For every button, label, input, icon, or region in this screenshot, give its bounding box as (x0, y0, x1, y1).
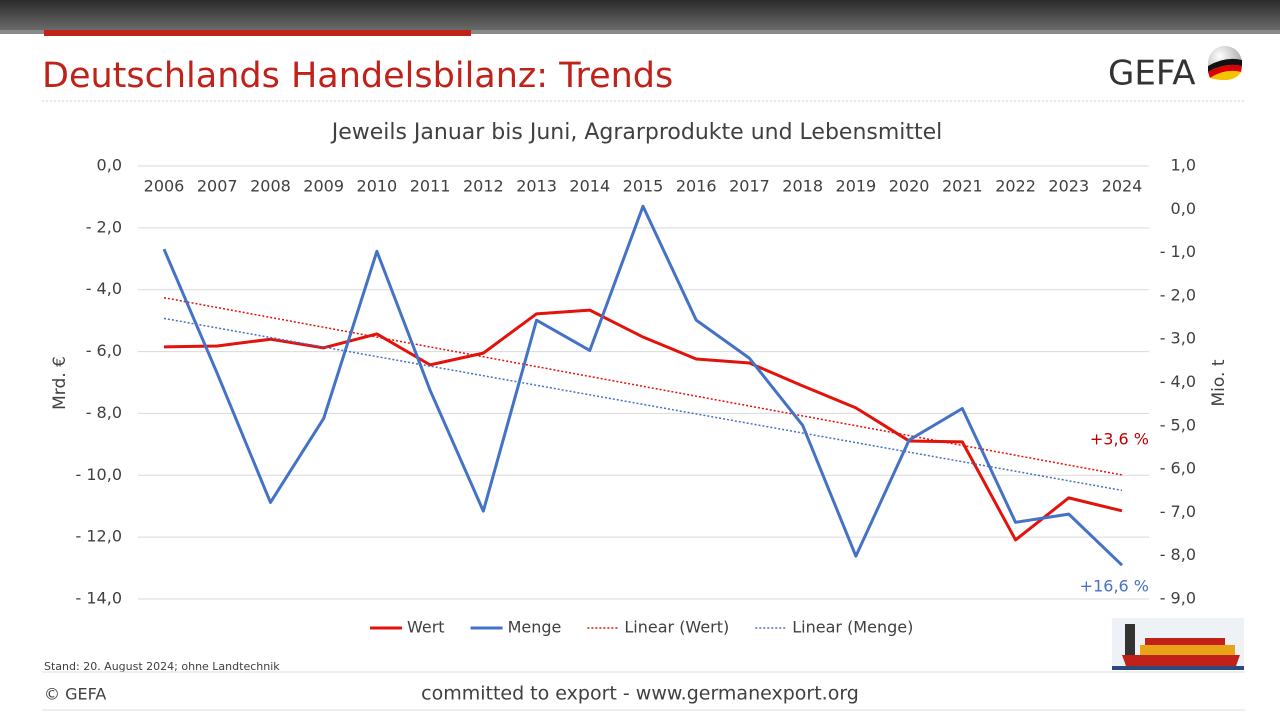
x-tick-label: 2016 (676, 177, 717, 196)
y-tick-label: - 6,0 (86, 341, 122, 360)
y2-tick-label: - 5,0 (1160, 415, 1196, 434)
y2-tick-label: 1,0 (1171, 156, 1196, 175)
y-tick-label: - 4,0 (86, 279, 122, 298)
x-tick-label: 2017 (729, 177, 770, 196)
legend-label: Linear (Wert) (624, 618, 729, 637)
x-tick-label: 2020 (889, 177, 930, 196)
trendline (163, 317, 1123, 492)
x-tick-label: 2012 (463, 177, 504, 196)
y2-tick-label: - 6,0 (1160, 459, 1196, 478)
y-tick-label: - 8,0 (86, 403, 122, 422)
x-tick-label: 2008 (250, 177, 291, 196)
top-bar (0, 0, 1280, 30)
y2-tick-label: - 1,0 (1160, 242, 1196, 261)
x-tick-label: 2013 (516, 177, 557, 196)
y-tick-label: 0,0 (97, 156, 122, 175)
y2-tick-label: - 8,0 (1160, 545, 1196, 564)
ship-icon (1112, 618, 1244, 670)
y2-tick-label: - 2,0 (1160, 285, 1196, 304)
accent-bar (44, 30, 471, 36)
y2-tick-label: - 4,0 (1160, 372, 1196, 391)
legend-label: Linear (Menge) (792, 618, 913, 637)
slide-title: Deutschlands Handelsbilanz: Trends (42, 56, 673, 96)
trendline (163, 296, 1123, 476)
y2-tick-label: 0,0 (1171, 199, 1196, 218)
x-tick-label: 2023 (1048, 177, 1089, 196)
y2-axis-label: Mio. t (1209, 359, 1229, 406)
y2-tick-label: - 7,0 (1160, 502, 1196, 521)
x-tick-label: 2011 (410, 177, 451, 196)
x-tick-label: 2006 (144, 177, 185, 196)
data-line (163, 308, 1123, 542)
x-tick-label: 2021 (942, 177, 983, 196)
logo-ball (1208, 46, 1242, 80)
y-tick-label: - 12,0 (76, 527, 122, 546)
copyright: © GEFA (44, 685, 106, 704)
x-tick-label: 2019 (836, 177, 877, 196)
x-tick-label: 2024 (1102, 177, 1143, 196)
y2-tick-label: - 9,0 (1160, 589, 1196, 608)
plot: 0,0 - 2,0 - 4,0 - 6,0 - 8,0 - 10,0 - 12,0 - 14,… (76, 156, 1196, 637)
x-tick-label: 2009 (303, 177, 344, 196)
logo-text: GEFA (1108, 54, 1196, 94)
y2-tick-label: - 3,0 (1160, 329, 1196, 348)
top-bar-line (0, 30, 1280, 34)
y-tick-label: - 2,0 (86, 217, 122, 236)
x-tick-label: 2018 (782, 177, 823, 196)
annotation: +16,6 % (1080, 577, 1149, 596)
x-tick-label: 2022 (995, 177, 1036, 196)
note: Stand: 20. August 2024; ohne Landtechnik (44, 660, 280, 673)
y-tick-label: - 14,0 (76, 589, 122, 608)
footer: committed to export - www.germanexport.o… (421, 683, 859, 705)
annotation: +3,6 % (1090, 430, 1149, 449)
x-tick-label: 2014 (569, 177, 610, 196)
y-tick-label: - 10,0 (76, 465, 122, 484)
x-tick-label: 2007 (197, 177, 238, 196)
chart-title: Jeweils Januar bis Juni, Agrarprodukte u… (330, 120, 943, 145)
y-axis-label: Mrd. € (50, 356, 70, 410)
x-tick-label: 2015 (623, 177, 664, 196)
x-tick-label: 2010 (357, 177, 398, 196)
legend-label: Menge (508, 618, 562, 637)
data-line (162, 204, 1124, 567)
legend-label: Wert (407, 618, 445, 637)
